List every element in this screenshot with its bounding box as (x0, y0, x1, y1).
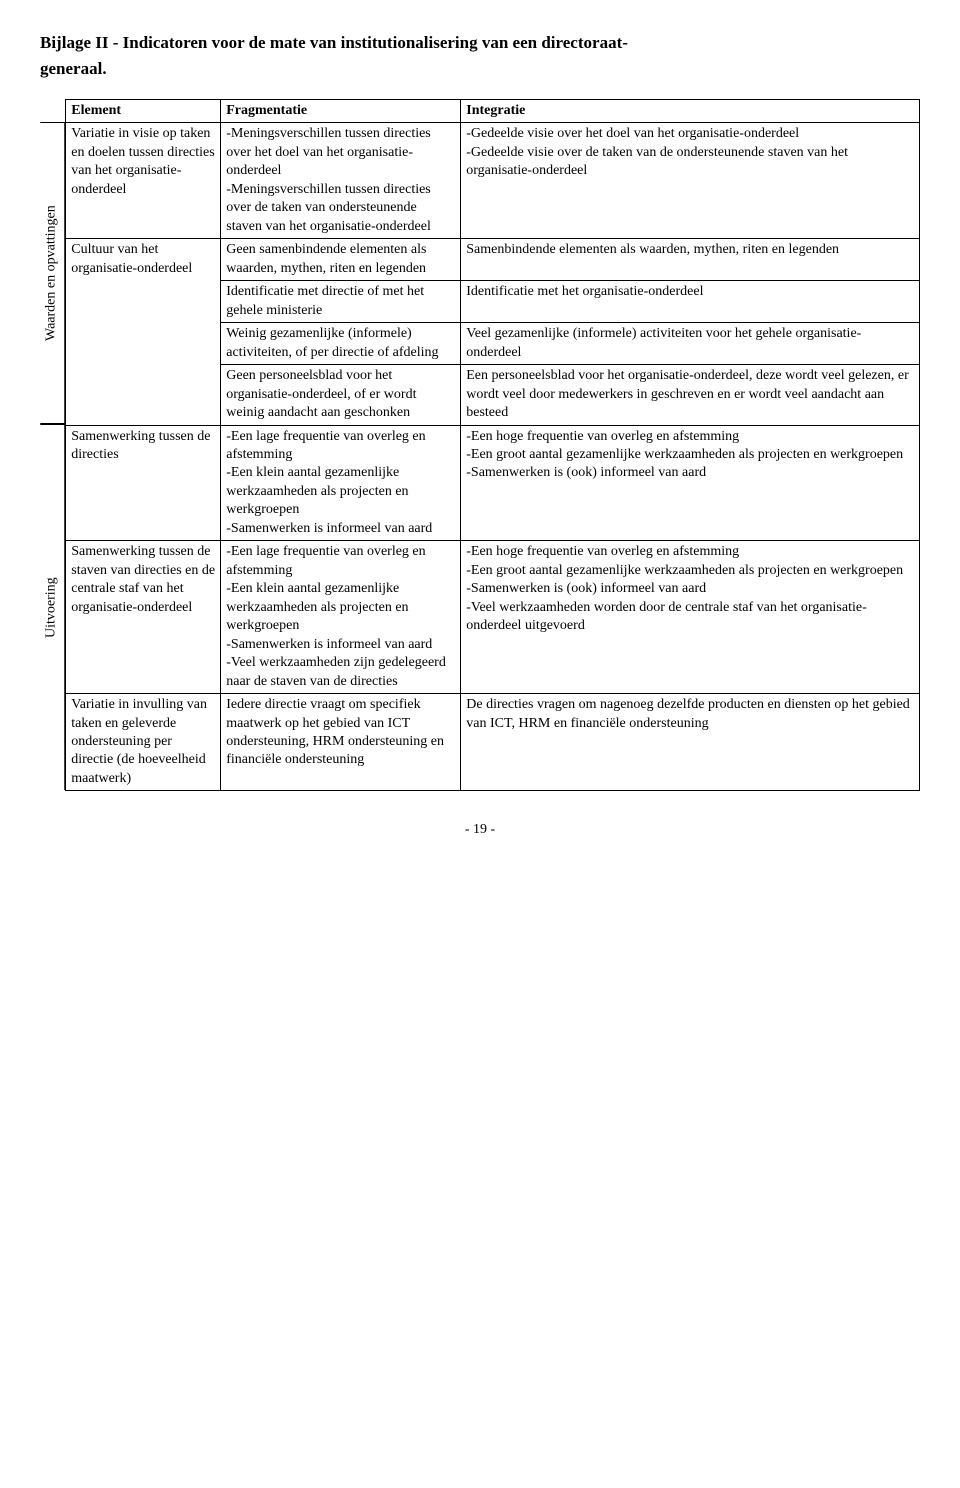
table-row: Variatie in visie op taken en doelen tus… (66, 123, 920, 239)
header-integratie: Integratie (461, 100, 920, 123)
cell-integ: Samenbindende elementen als waarden, myt… (461, 239, 920, 281)
table-row: Samenwerking tussen de staven van direct… (66, 541, 920, 694)
cell-element: Variatie in visie op taken en doelen tus… (66, 123, 221, 239)
cell-integ: De directies vragen om nagenoeg dezelfde… (461, 694, 920, 791)
table-row: Samenwerking tussen de directies -Een la… (66, 425, 920, 541)
cell-element: Samenwerking tussen de staven van direct… (66, 541, 221, 694)
cell-element: Variatie in invulling van taken en gelev… (66, 694, 221, 791)
cell-integ: -Een hoge frequentie van overleg en afst… (461, 541, 920, 694)
document-title: Bijlage II - Indicatoren voor de mate va… (40, 30, 920, 81)
vertical-label-waarden: Waarden en opvattingen (40, 122, 65, 424)
indicator-table: Element Fragmentatie Integratie Variatie… (65, 99, 920, 791)
cell-frag: Geen personeelsblad voor het organisatie… (221, 365, 461, 425)
cell-integ: Veel gezamenlijke (informele) activiteit… (461, 323, 920, 365)
cell-integ: -Een hoge frequentie van overleg en afst… (461, 425, 920, 541)
header-element: Element (66, 100, 221, 123)
cell-frag: Geen samenbindende elementen als waarden… (221, 239, 461, 281)
main-table-wrap: Waarden en opvattingen Uitvoering Elemen… (40, 99, 920, 791)
cell-integ: Een personeelsblad voor het organisatie-… (461, 365, 920, 425)
cell-integ: Identificatie met het organisatie-onderd… (461, 281, 920, 323)
title-line-2: generaal. (40, 59, 107, 78)
cell-integ: -Gedeelde visie over het doel van het or… (461, 123, 920, 239)
page-number: - 19 - (40, 821, 920, 840)
cell-element: Cultuur van het organisatie-onderdeel (66, 239, 221, 425)
table-header-row: Element Fragmentatie Integratie (66, 100, 920, 123)
cell-frag: -Een lage frequentie van overleg en afst… (221, 541, 461, 694)
cell-frag: Iedere directie vraagt om specifiek maat… (221, 694, 461, 791)
cell-element: Samenwerking tussen de directies (66, 425, 221, 541)
header-fragmentatie: Fragmentatie (221, 100, 461, 123)
cell-frag: Identificatie met directie of met het ge… (221, 281, 461, 323)
cell-frag: -Meningsverschillen tussen directies ove… (221, 123, 461, 239)
vertical-labels: Waarden en opvattingen Uitvoering (40, 99, 65, 791)
cell-frag: -Een lage frequentie van overleg en afst… (221, 425, 461, 541)
cell-frag: Weinig gezamenlijke (informele) activite… (221, 323, 461, 365)
table-row: Cultuur van het organisatie-onderdeel Ge… (66, 239, 920, 281)
vertical-label-uitvoering: Uitvoering (40, 424, 65, 790)
table-row: Variatie in invulling van taken en gelev… (66, 694, 920, 791)
vertical-spacer (40, 99, 65, 122)
title-line-1: Bijlage II - Indicatoren voor de mate va… (40, 33, 628, 52)
